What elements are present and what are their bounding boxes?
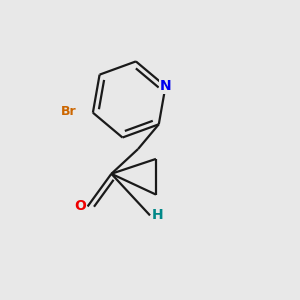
Text: Br: Br <box>61 105 76 118</box>
Text: O: O <box>74 200 86 214</box>
Text: N: N <box>160 79 171 93</box>
Text: H: H <box>152 208 163 222</box>
